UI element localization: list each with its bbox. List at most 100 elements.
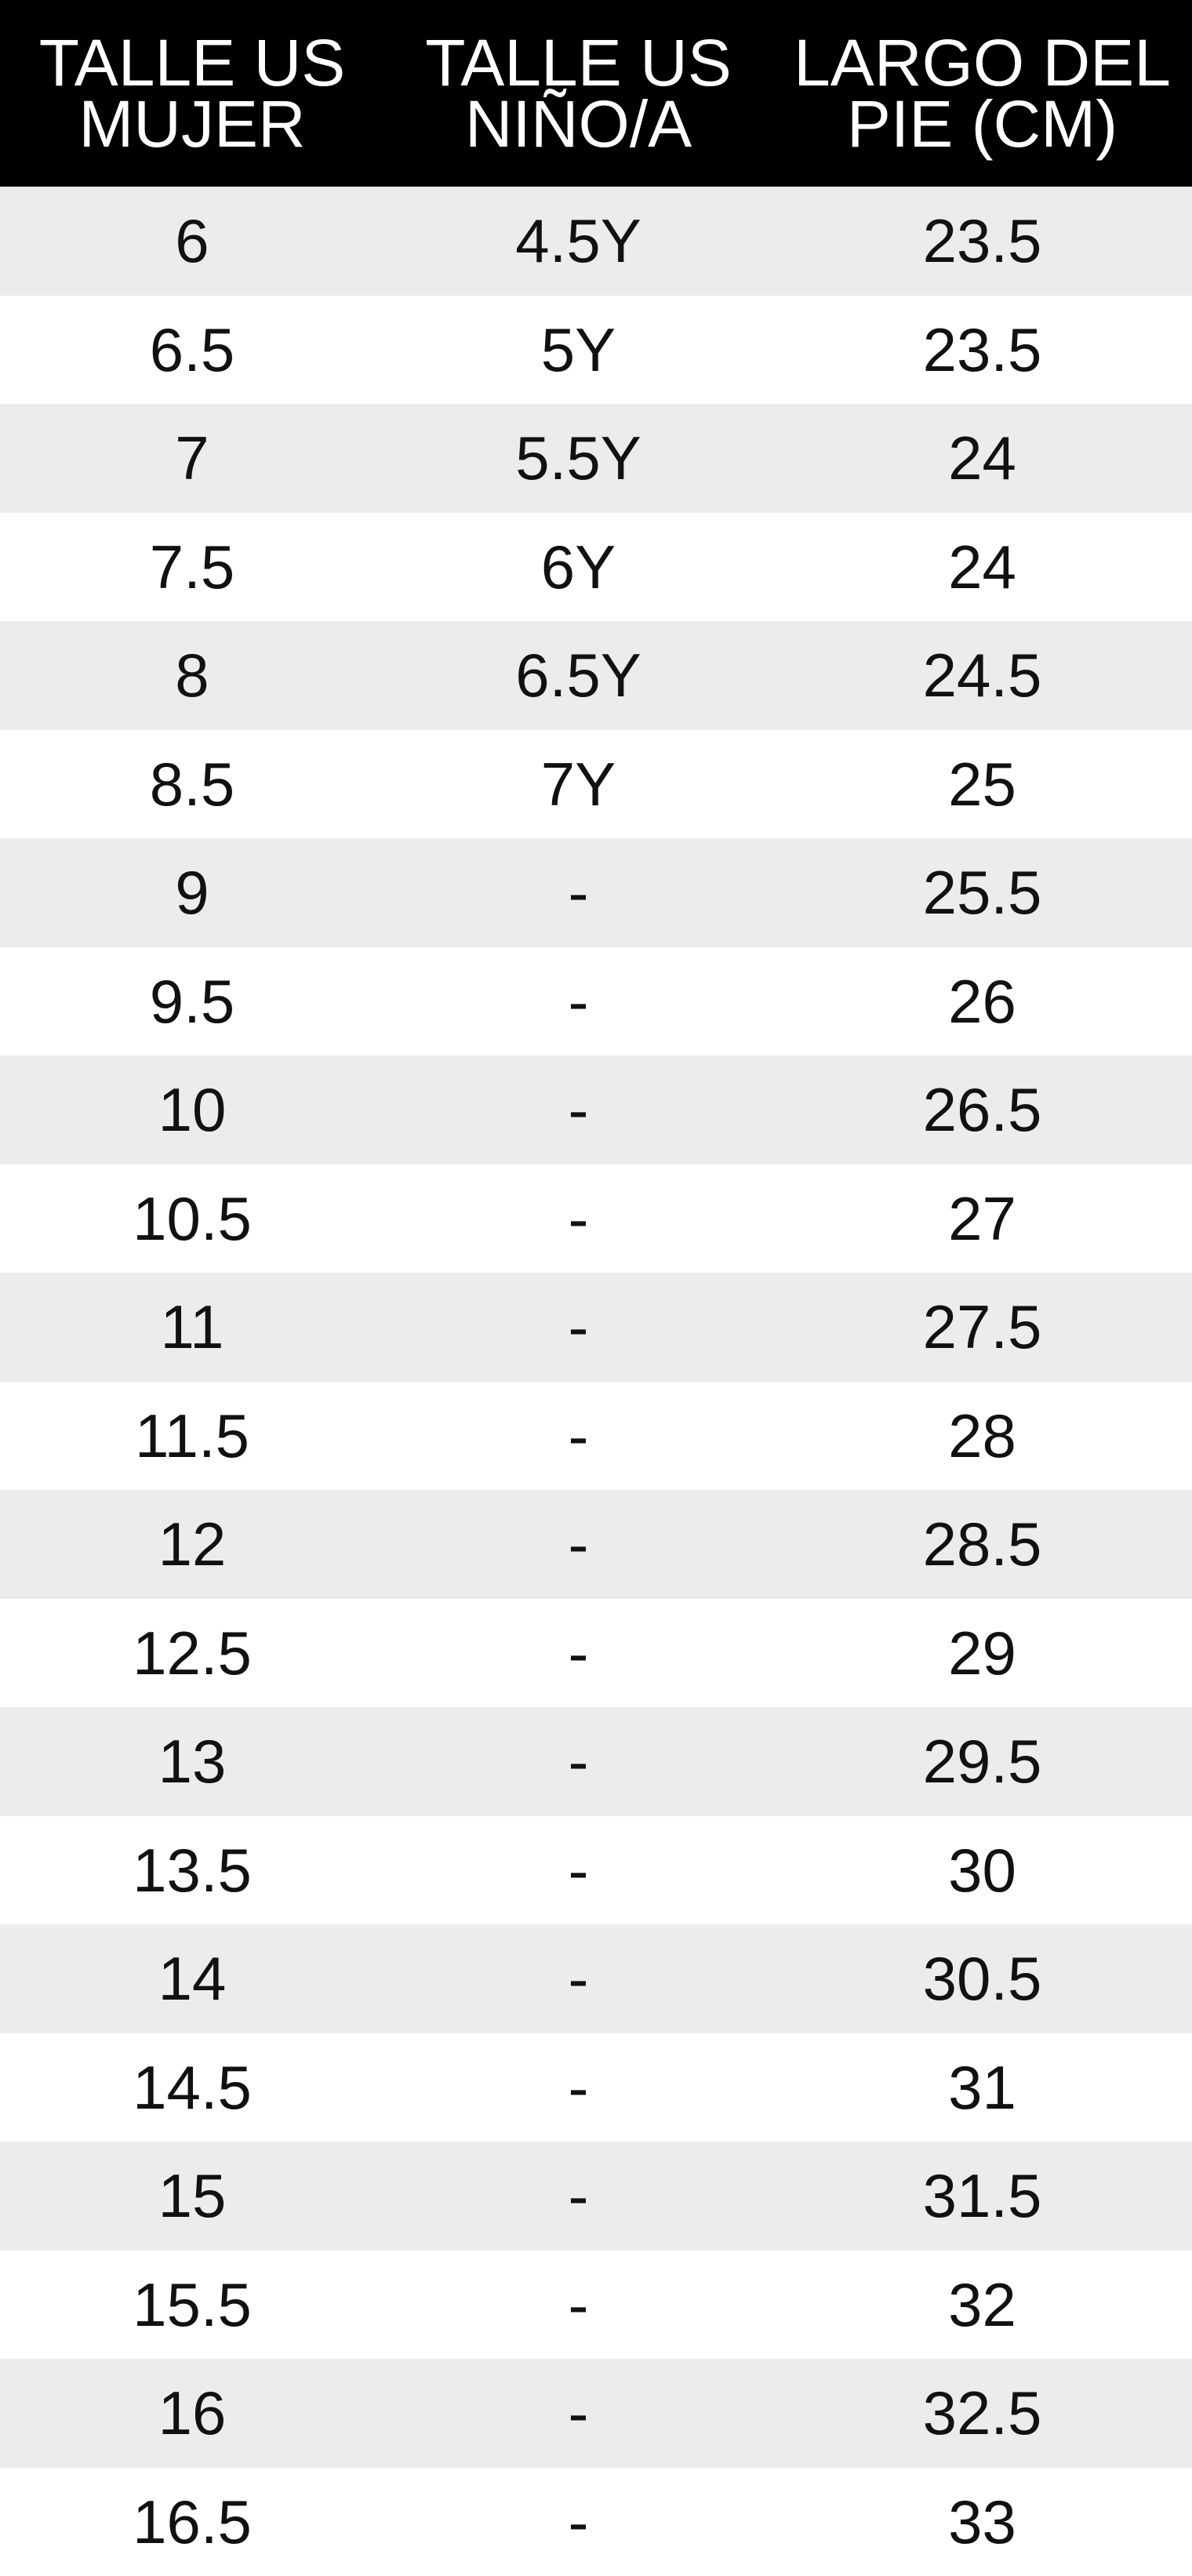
cell-foot-length: 25.5 <box>772 862 1192 923</box>
cell-women-us-size: 13 <box>0 1731 384 1792</box>
table-row: 16-32.5 <box>0 2359 1192 2468</box>
table-header: TALLE US MUJER TALLE US NIÑO/A LARGO DEL… <box>0 0 1192 187</box>
cell-kids-us-size: - <box>384 2057 772 2118</box>
cell-kids-us-size: - <box>384 1079 772 1140</box>
cell-women-us-size: 12 <box>0 1513 384 1575</box>
table-row: 15-31.5 <box>0 2142 1192 2251</box>
cell-foot-length: 27.5 <box>772 1296 1192 1357</box>
cell-foot-length: 30 <box>772 1840 1192 1901</box>
cell-kids-us-size: - <box>384 2274 772 2335</box>
cell-foot-length: 29 <box>772 1622 1192 1684</box>
header-line: TALLE US <box>39 32 346 93</box>
cell-women-us-size: 12.5 <box>0 1622 384 1684</box>
cell-women-us-size: 8.5 <box>0 754 384 815</box>
cell-women-us-size: 14.5 <box>0 2057 384 2118</box>
cell-women-us-size: 16.5 <box>0 2491 384 2552</box>
cell-kids-us-size: 7Y <box>384 754 772 815</box>
cell-kids-us-size: 4.5Y <box>384 210 772 271</box>
table-row: 12-28.5 <box>0 1490 1192 1599</box>
cell-foot-length: 24.5 <box>772 645 1192 706</box>
table-row: 9-25.5 <box>0 838 1192 947</box>
table-row: 14-30.5 <box>0 1924 1192 2033</box>
cell-kids-us-size: - <box>384 971 772 1032</box>
table-row: 11-27.5 <box>0 1273 1192 1382</box>
header-line: MUJER <box>78 93 305 154</box>
table-row: 15.5-32 <box>0 2251 1192 2360</box>
header-line: NIÑO/A <box>465 93 692 154</box>
cell-kids-us-size: - <box>384 2382 772 2443</box>
cell-foot-length: 32 <box>772 2274 1192 2335</box>
cell-women-us-size: 10.5 <box>0 1188 384 1249</box>
cell-kids-us-size: - <box>384 1296 772 1357</box>
cell-kids-us-size: - <box>384 2165 772 2226</box>
table-row: 11.5-28 <box>0 1382 1192 1491</box>
cell-foot-length: 30.5 <box>772 1948 1192 2009</box>
header-kids-us-size: TALLE US NIÑO/A <box>384 0 772 187</box>
cell-women-us-size: 11 <box>0 1296 384 1357</box>
header-women-us-size: TALLE US MUJER <box>0 0 384 187</box>
cell-women-us-size: 9 <box>0 862 384 923</box>
cell-women-us-size: 15.5 <box>0 2274 384 2335</box>
cell-kids-us-size: 6.5Y <box>384 645 772 706</box>
cell-foot-length: 31 <box>772 2057 1192 2118</box>
table-row: 12.5-29 <box>0 1599 1192 1708</box>
cell-kids-us-size: - <box>384 1188 772 1249</box>
cell-foot-length: 25 <box>772 754 1192 815</box>
cell-foot-length: 23.5 <box>772 210 1192 271</box>
table-row: 9.5-26 <box>0 947 1192 1056</box>
cell-kids-us-size: - <box>384 862 772 923</box>
cell-women-us-size: 7.5 <box>0 536 384 598</box>
cell-women-us-size: 9.5 <box>0 971 384 1032</box>
cell-kids-us-size: - <box>384 1513 772 1575</box>
cell-kids-us-size: - <box>384 1405 772 1466</box>
cell-women-us-size: 16 <box>0 2382 384 2443</box>
cell-kids-us-size: - <box>384 2491 772 2552</box>
cell-kids-us-size: - <box>384 1948 772 2009</box>
cell-kids-us-size: 6Y <box>384 536 772 598</box>
cell-women-us-size: 11.5 <box>0 1405 384 1466</box>
cell-foot-length: 31.5 <box>772 2165 1192 2226</box>
cell-foot-length: 26.5 <box>772 1079 1192 1140</box>
cell-women-us-size: 6 <box>0 210 384 271</box>
header-line: PIE (CM) <box>847 93 1118 154</box>
cell-foot-length: 23.5 <box>772 319 1192 380</box>
cell-foot-length: 26 <box>772 971 1192 1032</box>
table-row: 10.5-27 <box>0 1164 1192 1273</box>
cell-foot-length: 32.5 <box>772 2382 1192 2443</box>
cell-kids-us-size: - <box>384 1840 772 1901</box>
cell-women-us-size: 15 <box>0 2165 384 2226</box>
cell-foot-length: 28 <box>772 1405 1192 1466</box>
cell-kids-us-size: - <box>384 1731 772 1792</box>
cell-kids-us-size: 5.5Y <box>384 427 772 489</box>
header-foot-length: LARGO DEL PIE (CM) <box>772 0 1192 187</box>
cell-women-us-size: 8 <box>0 645 384 706</box>
header-line: TALLE US <box>425 32 732 93</box>
cell-women-us-size: 10 <box>0 1079 384 1140</box>
cell-women-us-size: 7 <box>0 427 384 489</box>
cell-foot-length: 24 <box>772 427 1192 489</box>
table-row: 14.5-31 <box>0 2033 1192 2142</box>
cell-women-us-size: 14 <box>0 1948 384 2009</box>
table-row: 10-26.5 <box>0 1055 1192 1164</box>
cell-foot-length: 33 <box>772 2491 1192 2552</box>
cell-foot-length: 24 <box>772 536 1192 598</box>
table-row: 13.5-30 <box>0 1816 1192 1925</box>
cell-foot-length: 27 <box>772 1188 1192 1249</box>
cell-kids-us-size: 5Y <box>384 319 772 380</box>
cell-kids-us-size: - <box>384 1622 772 1684</box>
cell-women-us-size: 6.5 <box>0 319 384 380</box>
cell-foot-length: 29.5 <box>772 1731 1192 1792</box>
table-row: 16.5-33 <box>0 2468 1192 2576</box>
cell-foot-length: 28.5 <box>772 1513 1192 1575</box>
table-row: 13-29.5 <box>0 1707 1192 1816</box>
cell-women-us-size: 13.5 <box>0 1840 384 1901</box>
header-line: LARGO DEL <box>794 32 1171 93</box>
